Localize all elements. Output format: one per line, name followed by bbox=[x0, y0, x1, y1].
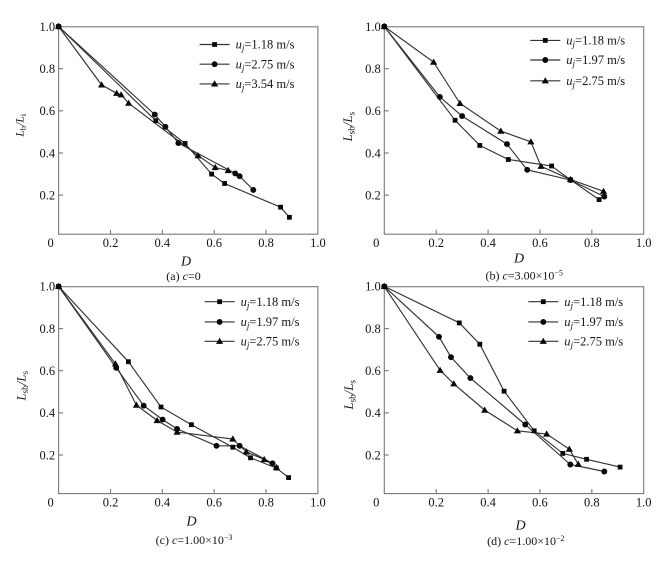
svg-text:0.6: 0.6 bbox=[206, 236, 222, 250]
svg-text:uj=1.18 m/s: uj=1.18 m/s bbox=[566, 34, 625, 50]
svg-text:0: 0 bbox=[47, 496, 53, 510]
svg-text:D: D bbox=[180, 255, 191, 270]
svg-text:0.4: 0.4 bbox=[39, 146, 55, 160]
svg-text:0.2: 0.2 bbox=[39, 448, 55, 462]
svg-text:uj=1.18 m/s: uj=1.18 m/s bbox=[241, 295, 300, 311]
svg-text:0.4: 0.4 bbox=[39, 406, 55, 420]
svg-text:Lsb/Ls: Lsb/Ls bbox=[341, 112, 358, 143]
svg-text:0.6: 0.6 bbox=[532, 236, 548, 250]
svg-text:uj=1.97 m/s: uj=1.97 m/s bbox=[566, 53, 625, 69]
svg-text:0.4: 0.4 bbox=[154, 496, 170, 510]
svg-text:uj=3.54 m/s: uj=3.54 m/s bbox=[236, 77, 295, 93]
svg-text:1.0: 1.0 bbox=[365, 20, 381, 34]
svg-text:(a) c=0: (a) c=0 bbox=[166, 269, 200, 283]
svg-text:1.0: 1.0 bbox=[310, 496, 326, 510]
svg-text:(c) c=1.00×10−3: (c) c=1.00×10−3 bbox=[156, 533, 233, 547]
svg-text:uj=2.75 m/s: uj=2.75 m/s bbox=[236, 57, 295, 73]
svg-text:0: 0 bbox=[47, 236, 53, 250]
svg-text:Lb/Li: Lb/Li bbox=[15, 113, 29, 137]
svg-text:0.8: 0.8 bbox=[39, 62, 55, 76]
svg-text:0.2: 0.2 bbox=[428, 236, 444, 250]
svg-text:1.0: 1.0 bbox=[39, 20, 55, 34]
svg-text:0.4: 0.4 bbox=[154, 236, 170, 250]
svg-text:Lsb/Ls: Lsb/Ls bbox=[342, 380, 359, 411]
svg-text:uj=1.97 m/s: uj=1.97 m/s bbox=[241, 315, 300, 331]
svg-text:D: D bbox=[185, 515, 196, 530]
svg-text:D: D bbox=[513, 251, 524, 266]
svg-text:0.8: 0.8 bbox=[584, 496, 600, 510]
svg-text:0.8: 0.8 bbox=[365, 62, 381, 76]
svg-text:0.8: 0.8 bbox=[258, 496, 274, 510]
svg-text:0.4: 0.4 bbox=[480, 236, 496, 250]
svg-text:D: D bbox=[514, 519, 525, 534]
svg-text:0.8: 0.8 bbox=[258, 236, 274, 250]
svg-text:uj=1.18 m/s: uj=1.18 m/s bbox=[564, 295, 623, 311]
svg-text:0.2: 0.2 bbox=[365, 448, 381, 462]
svg-text:0.2: 0.2 bbox=[428, 496, 444, 510]
svg-text:0.8: 0.8 bbox=[584, 236, 600, 250]
svg-text:0: 0 bbox=[373, 496, 379, 510]
svg-text:(b) c=3.00×10−5: (b) c=3.00×10−5 bbox=[486, 268, 563, 282]
svg-text:uj=1.97 m/s: uj=1.97 m/s bbox=[564, 315, 623, 331]
svg-text:0.4: 0.4 bbox=[365, 406, 381, 420]
svg-text:0.6: 0.6 bbox=[39, 104, 55, 118]
svg-text:uj=2.75 m/s: uj=2.75 m/s bbox=[566, 74, 625, 90]
svg-text:0.2: 0.2 bbox=[365, 188, 381, 202]
svg-text:0.2: 0.2 bbox=[103, 496, 119, 510]
svg-text:0.2: 0.2 bbox=[39, 188, 55, 202]
svg-text:1.0: 1.0 bbox=[365, 280, 381, 294]
svg-text:1.0: 1.0 bbox=[310, 236, 326, 250]
svg-text:(d) c=1.00×10−2: (d) c=1.00×10−2 bbox=[487, 534, 564, 548]
svg-text:1.0: 1.0 bbox=[636, 236, 652, 250]
svg-text:0.4: 0.4 bbox=[365, 146, 381, 160]
svg-text:uj=2.75 m/s: uj=2.75 m/s bbox=[564, 335, 623, 351]
svg-text:uj=1.18 m/s: uj=1.18 m/s bbox=[236, 38, 295, 54]
svg-text:0.6: 0.6 bbox=[365, 364, 381, 378]
svg-text:0.8: 0.8 bbox=[365, 322, 381, 336]
svg-text:0.6: 0.6 bbox=[532, 496, 548, 510]
svg-text:0.6: 0.6 bbox=[206, 496, 222, 510]
svg-text:0.6: 0.6 bbox=[365, 104, 381, 118]
svg-text:0.2: 0.2 bbox=[103, 236, 119, 250]
svg-text:0.4: 0.4 bbox=[480, 496, 496, 510]
svg-text:0: 0 bbox=[373, 236, 379, 250]
svg-text:Lsb/Ls: Lsb/Ls bbox=[14, 371, 31, 402]
svg-text:1.0: 1.0 bbox=[636, 496, 652, 510]
svg-text:1.0: 1.0 bbox=[39, 280, 55, 294]
svg-text:0.8: 0.8 bbox=[39, 322, 55, 336]
svg-text:uj=2.75 m/s: uj=2.75 m/s bbox=[241, 335, 300, 351]
svg-text:0.6: 0.6 bbox=[39, 364, 55, 378]
